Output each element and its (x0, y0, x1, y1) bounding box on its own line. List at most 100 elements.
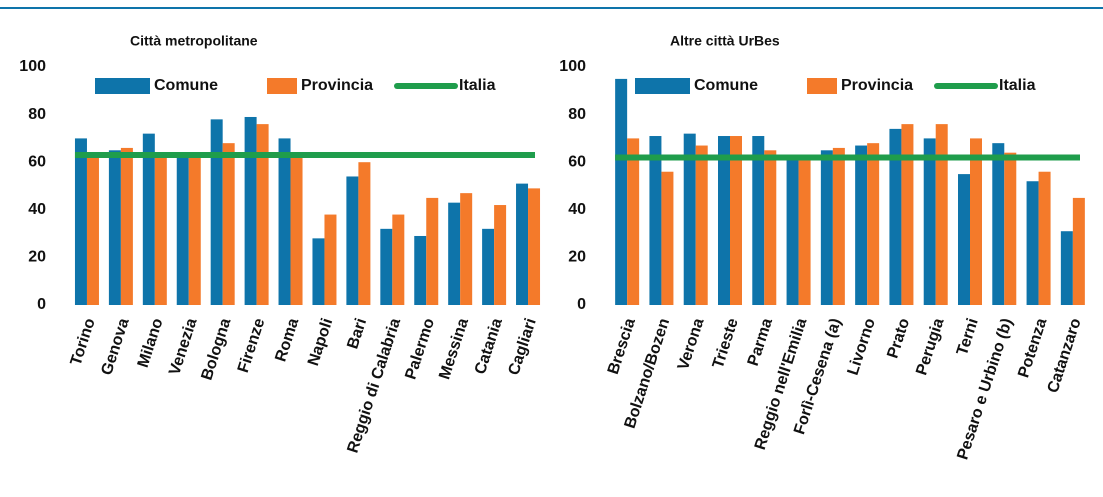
x-tick-label: Prato (884, 316, 913, 360)
bar (935, 124, 948, 306)
x-tick-label: Livorno (845, 316, 879, 377)
y-tick-label: 0 (577, 296, 586, 313)
bar (516, 183, 529, 305)
bar (244, 116, 257, 305)
y-tick-label: 0 (37, 296, 46, 313)
bar (901, 124, 914, 306)
bar (460, 193, 473, 305)
y-tick-label: 80 (28, 106, 46, 123)
x-tick-label: Genova (98, 316, 132, 377)
x-tick-label: Torino (68, 316, 99, 368)
x-tick-label: Brescia (605, 316, 639, 376)
bar (820, 150, 833, 305)
bar (142, 133, 155, 305)
bar (786, 155, 799, 305)
legend-swatch (807, 78, 837, 94)
bar (312, 238, 325, 305)
bar (188, 157, 201, 305)
legend-swatch (267, 78, 297, 94)
bar (176, 155, 189, 305)
y-tick-label: 60 (568, 153, 586, 170)
bar (494, 205, 507, 305)
legend-label: Provincia (841, 77, 913, 94)
y-tick-label: 40 (568, 201, 586, 218)
bar (889, 128, 902, 305)
bar (414, 235, 427, 305)
x-tick-label: Parma (745, 316, 776, 368)
bar (661, 171, 674, 305)
chart-title: Altre città UrBes (670, 33, 780, 49)
x-tick-label: Napoli (305, 316, 336, 368)
bar (482, 228, 495, 305)
bar (798, 155, 811, 305)
x-tick-label: Trieste (710, 316, 742, 370)
x-tick-label: Terni (954, 316, 982, 357)
bar (346, 176, 359, 305)
bar (1060, 231, 1073, 305)
legend-label: Comune (694, 77, 758, 94)
bar (752, 136, 765, 305)
bar (1072, 197, 1085, 305)
bar (380, 228, 393, 305)
bar (120, 147, 133, 305)
bar (392, 214, 405, 305)
x-tick-label: Venezia (166, 316, 200, 377)
bar (448, 202, 461, 305)
bar (764, 150, 777, 305)
bar (256, 124, 269, 306)
bar (615, 78, 628, 306)
bar (74, 138, 87, 305)
y-tick-label: 20 (28, 249, 46, 266)
bar (1004, 152, 1017, 305)
bar (358, 162, 371, 305)
legend-swatch (95, 78, 150, 94)
bar (923, 138, 936, 305)
y-tick-label: 20 (568, 249, 586, 266)
chart-title: Città metropolitane (130, 33, 258, 49)
bar (86, 152, 99, 305)
x-tick-label: Bari (344, 316, 370, 351)
x-tick-label: Perugia (913, 316, 947, 377)
bar (695, 145, 708, 305)
bar (992, 143, 1005, 305)
y-tick-label: 100 (19, 58, 46, 75)
y-tick-label: 40 (28, 201, 46, 218)
bar (867, 143, 880, 305)
bar (426, 197, 439, 305)
x-tick-label: Messina (436, 316, 472, 381)
bar (108, 150, 121, 305)
x-tick-label: Roma (272, 316, 302, 364)
legend-swatch (635, 78, 690, 94)
x-tick-label: Catanzaro (1045, 316, 1085, 395)
bar (1026, 181, 1039, 305)
bar (278, 138, 291, 305)
legend-label: Italia (999, 77, 1036, 94)
bar (1038, 171, 1051, 305)
bar (528, 188, 541, 305)
legend-label: Provincia (301, 77, 373, 94)
bar (649, 136, 662, 305)
bar (718, 136, 730, 305)
x-tick-label: Verona (675, 316, 708, 372)
legend-label: Italia (459, 77, 496, 94)
bar (958, 174, 970, 305)
bar (855, 145, 868, 305)
bar (683, 133, 696, 305)
bar (324, 214, 337, 305)
bar (832, 147, 845, 305)
x-tick-label: Cagliari (506, 316, 540, 377)
bar (970, 138, 982, 305)
x-tick-label: Milano (135, 316, 167, 370)
x-tick-label: Bologna (199, 316, 235, 382)
bar (222, 143, 235, 305)
x-tick-label: Firenze (235, 316, 269, 375)
bar (290, 155, 303, 305)
bar (154, 152, 167, 305)
bar (730, 136, 742, 305)
bar (627, 138, 640, 305)
y-tick-label: 80 (568, 106, 586, 123)
x-tick-label: Catania (472, 316, 506, 376)
bar (210, 119, 223, 305)
legend-label: Comune (154, 77, 218, 94)
